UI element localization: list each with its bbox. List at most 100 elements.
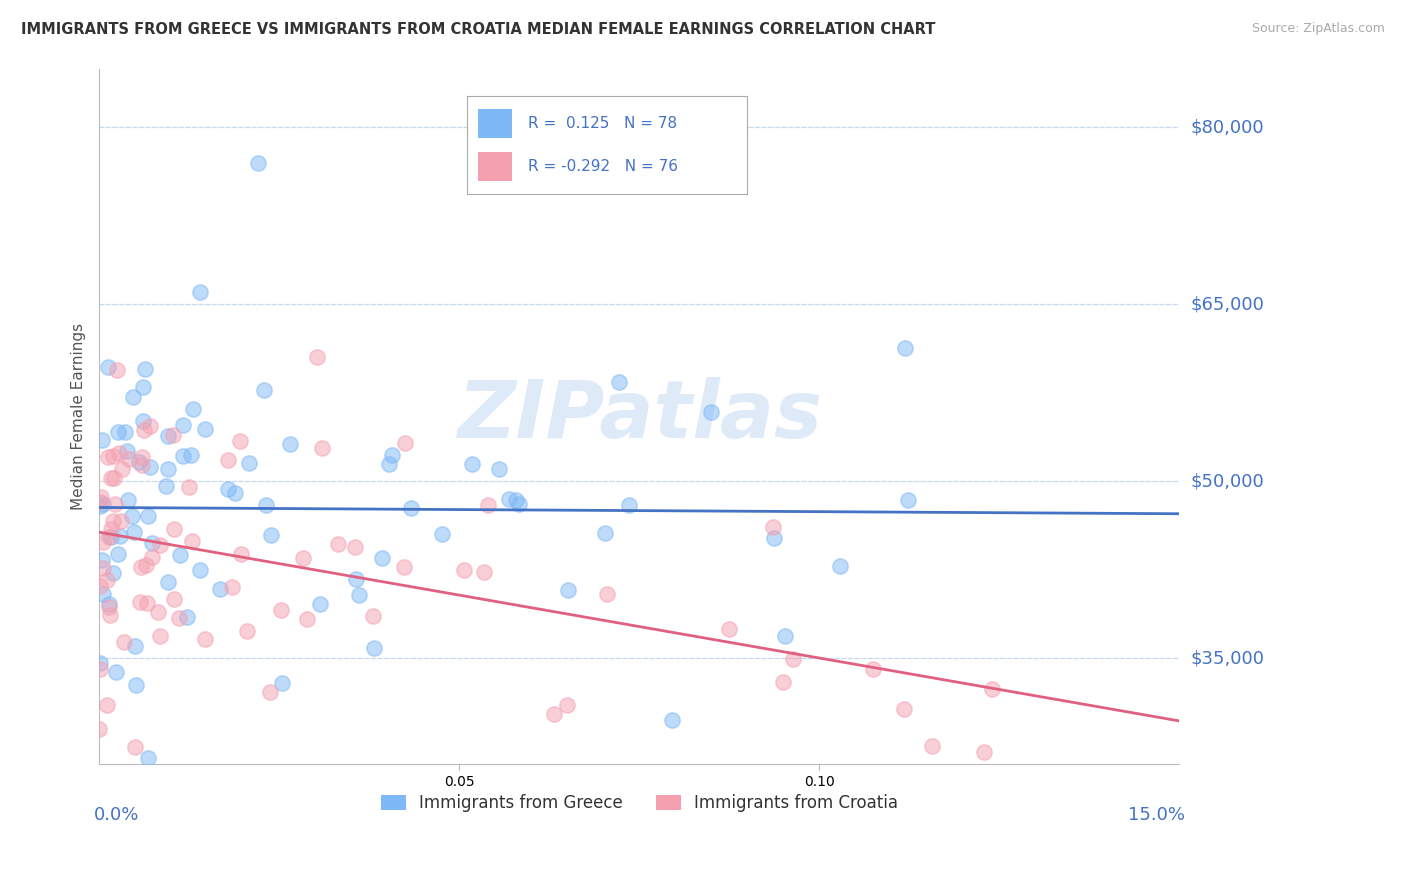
Point xyxy=(132,380,155,394)
Point xyxy=(93,561,115,575)
Text: $35,000: $35,000 xyxy=(1191,649,1264,667)
Point xyxy=(100,522,122,536)
Point xyxy=(217,453,239,467)
Point xyxy=(105,363,128,377)
Point xyxy=(169,611,191,625)
Point xyxy=(453,563,475,577)
Point xyxy=(107,547,129,561)
Point xyxy=(139,419,162,434)
Point xyxy=(505,492,527,507)
Point xyxy=(135,596,157,610)
Point xyxy=(181,401,204,416)
Point xyxy=(89,578,111,592)
Point xyxy=(122,391,145,405)
Point xyxy=(763,531,786,545)
Point xyxy=(893,702,915,716)
Point xyxy=(772,674,794,689)
Point xyxy=(381,448,404,462)
Point xyxy=(236,624,259,638)
Point xyxy=(488,462,510,476)
Point xyxy=(700,405,723,419)
Point xyxy=(103,471,125,485)
Point xyxy=(311,441,333,455)
Point xyxy=(617,498,640,512)
Point xyxy=(221,580,243,594)
Point xyxy=(718,622,741,636)
Point xyxy=(98,599,121,614)
Point xyxy=(128,455,150,469)
Point xyxy=(149,538,172,552)
Point xyxy=(169,549,191,563)
Point xyxy=(862,663,884,677)
Point xyxy=(980,681,1002,696)
Point xyxy=(97,450,120,464)
Point xyxy=(101,514,124,528)
Point xyxy=(394,436,416,450)
Point xyxy=(97,360,120,375)
Point xyxy=(100,530,122,544)
Point xyxy=(291,550,314,565)
Point xyxy=(305,350,328,364)
Point xyxy=(194,422,217,436)
Point xyxy=(176,610,198,624)
Point xyxy=(149,629,172,643)
Point xyxy=(194,632,217,647)
Point xyxy=(148,605,170,619)
Point xyxy=(112,634,135,648)
Point xyxy=(104,498,127,512)
Point xyxy=(96,698,118,713)
Point xyxy=(224,486,246,500)
Point xyxy=(157,429,180,443)
Y-axis label: Median Female Earnings: Median Female Earnings xyxy=(72,323,86,510)
Point xyxy=(131,414,153,428)
Point xyxy=(921,739,943,753)
Point xyxy=(132,423,155,437)
Point xyxy=(128,595,150,609)
Text: $65,000: $65,000 xyxy=(1191,295,1264,313)
Point xyxy=(89,722,111,736)
Point xyxy=(117,493,139,508)
Point xyxy=(98,530,121,544)
Point xyxy=(477,498,499,512)
Point xyxy=(89,662,111,676)
Point xyxy=(252,383,274,397)
Point xyxy=(90,491,112,505)
Point xyxy=(124,639,146,653)
Point xyxy=(377,458,399,472)
Point xyxy=(131,450,153,465)
Point xyxy=(472,565,495,579)
Point xyxy=(259,685,281,699)
Point xyxy=(392,560,415,574)
Point xyxy=(134,362,156,376)
Point xyxy=(231,547,253,561)
Point xyxy=(270,675,292,690)
Point xyxy=(209,582,232,596)
Point xyxy=(347,588,370,602)
Point xyxy=(254,498,277,512)
Point xyxy=(157,461,180,475)
Point xyxy=(114,425,136,439)
Point xyxy=(361,609,384,624)
Text: ZIPatlas: ZIPatlas xyxy=(457,377,823,456)
Point xyxy=(91,535,114,549)
Point xyxy=(363,641,385,656)
Point xyxy=(228,434,250,449)
Point xyxy=(129,560,152,574)
Point xyxy=(180,533,202,548)
Point xyxy=(543,706,565,721)
Point xyxy=(508,497,530,511)
Point xyxy=(432,527,454,541)
Point xyxy=(238,457,260,471)
Point xyxy=(96,573,118,587)
Point xyxy=(762,520,785,534)
Point xyxy=(162,522,184,536)
Point xyxy=(101,566,124,581)
Point xyxy=(498,491,520,506)
Text: 15.0%: 15.0% xyxy=(1128,806,1185,824)
Point xyxy=(141,549,163,564)
Text: IMMIGRANTS FROM GREECE VS IMMIGRANTS FROM CROATIA MEDIAN FEMALE EARNINGS CORRELA: IMMIGRANTS FROM GREECE VS IMMIGRANTS FRO… xyxy=(21,22,935,37)
Point xyxy=(98,608,121,623)
Point xyxy=(371,550,394,565)
Point xyxy=(91,433,114,447)
Point xyxy=(172,418,194,433)
